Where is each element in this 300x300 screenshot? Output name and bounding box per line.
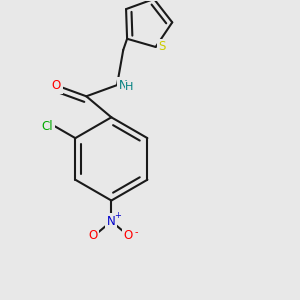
Text: O: O: [124, 229, 133, 242]
Text: +: +: [115, 212, 121, 220]
Text: S: S: [158, 40, 166, 53]
Text: -: -: [134, 227, 138, 237]
Text: O: O: [88, 229, 98, 242]
Text: N: N: [118, 79, 127, 92]
Text: Cl: Cl: [41, 120, 53, 133]
Text: O: O: [52, 79, 61, 92]
Text: H: H: [125, 82, 134, 92]
Text: N: N: [107, 215, 116, 228]
